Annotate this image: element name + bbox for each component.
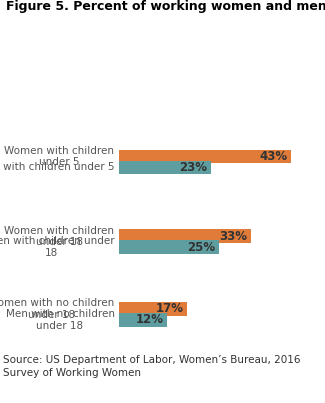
Bar xyxy=(119,313,166,327)
Text: 12%: 12% xyxy=(135,313,163,326)
Bar xyxy=(119,240,218,254)
Bar xyxy=(119,229,251,243)
Bar xyxy=(119,160,211,174)
Text: Men with children under
18: Men with children under 18 xyxy=(0,237,114,258)
Text: 23%: 23% xyxy=(179,161,207,174)
Text: 43%: 43% xyxy=(259,150,287,163)
Text: Source: US Department of Labor, Women’s Bureau, 2016
Survey of Working Women: Source: US Department of Labor, Women’s … xyxy=(3,355,301,378)
Text: 25%: 25% xyxy=(187,241,215,254)
Bar xyxy=(119,150,291,164)
Text: Women with no children
under 18: Women with no children under 18 xyxy=(0,298,114,320)
Text: Figure 5. Percent of working women and men who turned down a promotion or asked : Figure 5. Percent of working women and m… xyxy=(6,0,325,13)
Text: 17%: 17% xyxy=(155,302,183,316)
Text: Men with no children
under 18: Men with no children under 18 xyxy=(6,309,114,330)
Bar xyxy=(119,302,187,316)
Text: Women with children
under 5: Women with children under 5 xyxy=(5,146,114,167)
Text: Women with children
under 18: Women with children under 18 xyxy=(5,226,114,247)
Text: Men with children under 5: Men with children under 5 xyxy=(0,162,114,172)
Text: 33%: 33% xyxy=(219,230,247,243)
